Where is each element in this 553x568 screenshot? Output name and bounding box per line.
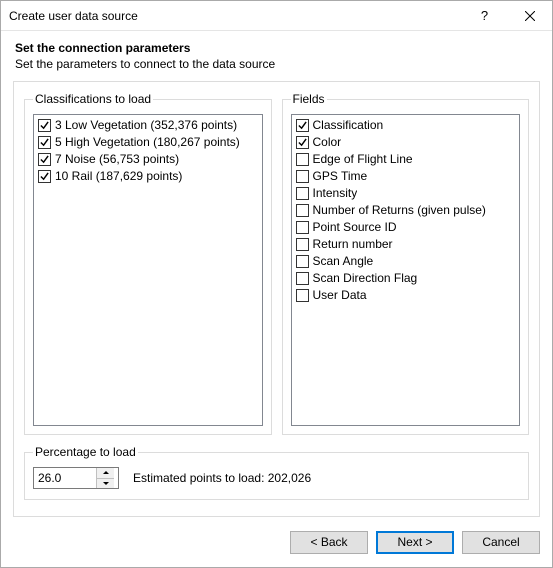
checkbox[interactable] — [296, 136, 309, 149]
estimated-points-label: Estimated points to load: 202,026 — [133, 471, 311, 485]
field-item[interactable]: Scan Angle — [294, 253, 518, 270]
checkbox-label: Classification — [313, 117, 384, 134]
field-item[interactable]: Color — [294, 134, 518, 151]
field-item[interactable]: Scan Direction Flag — [294, 270, 518, 287]
checkbox-label: Scan Angle — [313, 253, 374, 270]
checkbox[interactable] — [296, 272, 309, 285]
checkbox-label: 3 Low Vegetation (352,376 points) — [55, 117, 237, 134]
percentage-spinner[interactable] — [33, 467, 119, 489]
checkbox[interactable] — [296, 187, 309, 200]
spinner-buttons — [96, 468, 114, 488]
percentage-row: Estimated points to load: 202,026 — [33, 467, 520, 489]
classifications-group: Classifications to load 3 Low Vegetation… — [24, 92, 272, 435]
fields-group: Fields ClassificationColorEdge of Flight… — [282, 92, 530, 435]
checkbox-label: Intensity — [313, 185, 358, 202]
checkbox-label: Scan Direction Flag — [313, 270, 418, 287]
checkbox-label: User Data — [313, 287, 367, 304]
window-title: Create user data source — [9, 9, 462, 23]
percentage-input[interactable] — [34, 468, 96, 488]
checkbox-label: 7 Noise (56,753 points) — [55, 151, 179, 168]
field-item[interactable]: Intensity — [294, 185, 518, 202]
checkbox[interactable] — [38, 170, 51, 183]
field-item[interactable]: Return number — [294, 236, 518, 253]
checkbox-label: Return number — [313, 236, 393, 253]
spinner-down-button[interactable] — [97, 479, 114, 489]
checkbox[interactable] — [38, 153, 51, 166]
checkbox[interactable] — [296, 119, 309, 132]
fields-listbox[interactable]: ClassificationColorEdge of Flight LineGP… — [291, 114, 521, 426]
field-item[interactable]: Classification — [294, 117, 518, 134]
checkbox-label: Edge of Flight Line — [313, 151, 413, 168]
classifications-legend: Classifications to load — [33, 92, 153, 106]
checkbox[interactable] — [296, 204, 309, 217]
header-subtitle: Set the parameters to connect to the dat… — [15, 57, 538, 71]
titlebar: Create user data source ? — [1, 1, 552, 31]
fields-legend: Fields — [291, 92, 327, 106]
checkbox-label: 10 Rail (187,629 points) — [55, 168, 182, 185]
checkbox-label: 5 High Vegetation (180,267 points) — [55, 134, 240, 151]
checkbox[interactable] — [296, 289, 309, 302]
checkbox[interactable] — [296, 170, 309, 183]
spinner-up-button[interactable] — [97, 468, 114, 479]
classification-item[interactable]: 7 Noise (56,753 points) — [36, 151, 260, 168]
checkbox-label: Number of Returns (given pulse) — [313, 202, 486, 219]
field-item[interactable]: GPS Time — [294, 168, 518, 185]
header: Set the connection parameters Set the pa… — [1, 31, 552, 81]
checkbox-label: Point Source ID — [313, 219, 397, 236]
dialog-window: Create user data source ? Set the connec… — [0, 0, 553, 568]
percentage-group: Percentage to load Estimated points to l… — [24, 445, 529, 500]
chevron-up-icon — [103, 471, 109, 474]
content-panel: Classifications to load 3 Low Vegetation… — [13, 81, 540, 517]
chevron-down-icon — [103, 482, 109, 485]
checkbox[interactable] — [296, 255, 309, 268]
cancel-button[interactable]: Cancel — [462, 531, 540, 554]
classification-item[interactable]: 10 Rail (187,629 points) — [36, 168, 260, 185]
classification-item[interactable]: 3 Low Vegetation (352,376 points) — [36, 117, 260, 134]
checkbox[interactable] — [38, 119, 51, 132]
field-item[interactable]: Number of Returns (given pulse) — [294, 202, 518, 219]
groups-row: Classifications to load 3 Low Vegetation… — [24, 92, 529, 435]
footer: < Back Next > Cancel — [1, 517, 552, 567]
help-button[interactable]: ? — [462, 1, 507, 30]
checkbox[interactable] — [38, 136, 51, 149]
header-title: Set the connection parameters — [15, 41, 538, 55]
checkbox[interactable] — [296, 238, 309, 251]
field-item[interactable]: User Data — [294, 287, 518, 304]
back-button[interactable]: < Back — [290, 531, 368, 554]
close-icon — [525, 11, 535, 21]
checkbox[interactable] — [296, 153, 309, 166]
checkbox-label: Color — [313, 134, 342, 151]
close-button[interactable] — [507, 1, 552, 30]
field-item[interactable]: Edge of Flight Line — [294, 151, 518, 168]
next-button[interactable]: Next > — [376, 531, 454, 554]
percentage-legend: Percentage to load — [33, 445, 138, 459]
classifications-listbox[interactable]: 3 Low Vegetation (352,376 points)5 High … — [33, 114, 263, 426]
classification-item[interactable]: 5 High Vegetation (180,267 points) — [36, 134, 260, 151]
checkbox-label: GPS Time — [313, 168, 368, 185]
field-item[interactable]: Point Source ID — [294, 219, 518, 236]
checkbox[interactable] — [296, 221, 309, 234]
